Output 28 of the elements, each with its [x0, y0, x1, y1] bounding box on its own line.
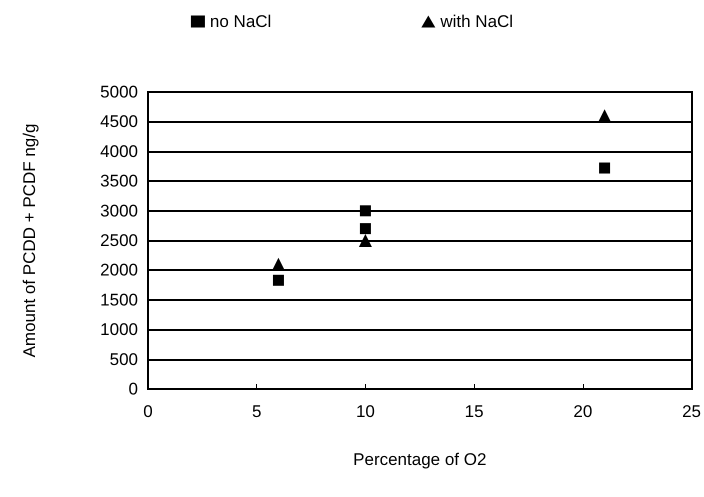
legend-label: no NaCl — [210, 12, 272, 31]
y-tick-label: 2500 — [100, 231, 138, 250]
y-tick-label: 1500 — [100, 290, 138, 310]
point — [598, 109, 612, 122]
x-tick-label: 20 — [573, 402, 592, 421]
x-tick-label: 10 — [356, 402, 375, 421]
point — [360, 205, 371, 216]
x-tick-label: 0 — [143, 402, 153, 421]
x-tick-label: 15 — [464, 402, 484, 421]
y-tick-label: 3500 — [100, 172, 138, 191]
y-tick-label: 3000 — [100, 201, 138, 220]
y-tick-label: 2000 — [100, 260, 138, 280]
x-axis-title: Percentage of O2 — [353, 450, 486, 469]
y-tick-label: 4500 — [100, 112, 138, 132]
point — [358, 234, 372, 247]
y-tick-label: 1000 — [100, 320, 138, 340]
legend-label: with NaCl — [439, 12, 514, 31]
y-tick-label: 500 — [110, 350, 138, 369]
y-axis-title: Amount of PCDD + PCDF ng/g — [20, 124, 39, 358]
point — [360, 223, 371, 234]
y-tick-label: 5000 — [100, 82, 138, 102]
x-tick-label: 5 — [252, 402, 262, 421]
y-tick-label: 0 — [128, 380, 138, 398]
point — [599, 162, 610, 174]
point — [272, 274, 284, 286]
point — [272, 258, 285, 271]
y-tick-label: 4000 — [100, 142, 138, 161]
x-tick-label: 25 — [682, 402, 702, 421]
